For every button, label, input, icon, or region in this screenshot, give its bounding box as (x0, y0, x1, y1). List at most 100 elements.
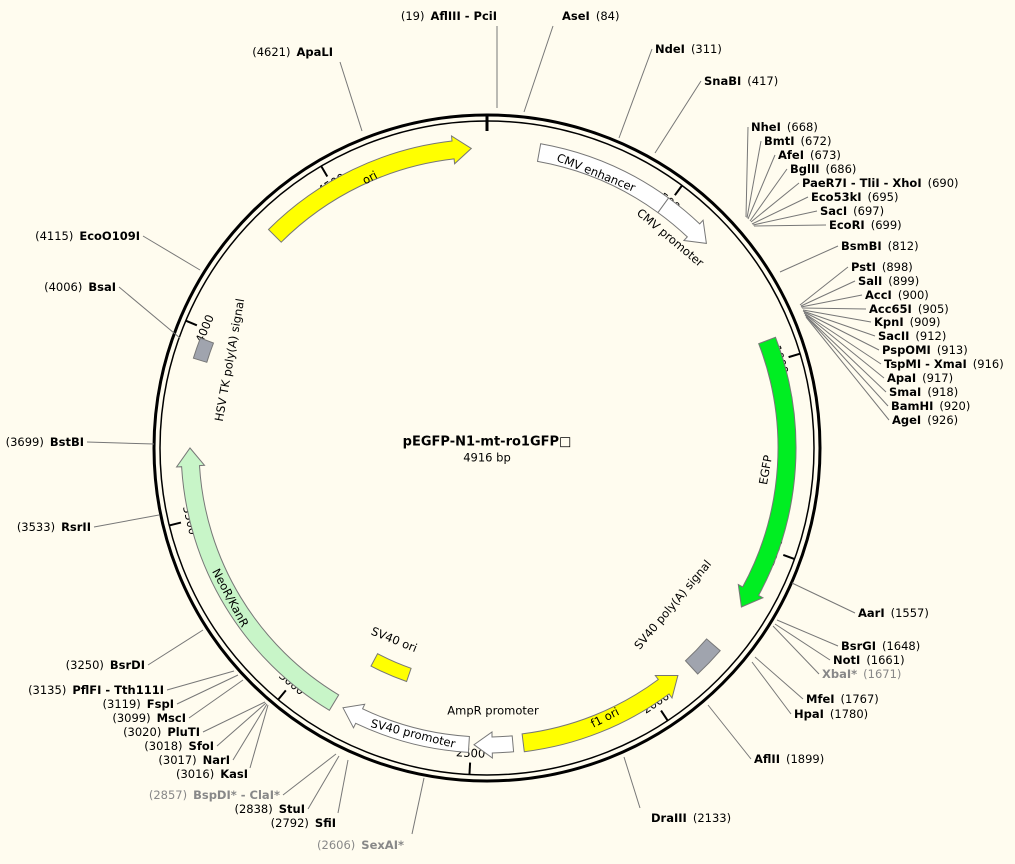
site-name: AgeI (892, 413, 921, 427)
site-name: BstBI (50, 435, 84, 449)
scale-tick (468, 762, 472, 775)
site-name: AarI (858, 606, 885, 620)
site-leader (216, 702, 267, 747)
site-pos: (3699) (6, 435, 44, 449)
site-pos: (1767) (841, 692, 879, 706)
site-pos: (2792) (271, 816, 309, 830)
backbone-outer (152, 113, 822, 783)
site-name: AflII (754, 752, 780, 766)
site-pos: (1671) (863, 667, 901, 681)
site-name: SfiI (315, 816, 336, 830)
site-label: MfeI (1767) (806, 692, 879, 706)
site-label: BsrGI (1648) (841, 639, 920, 653)
site-name: KasI (220, 767, 248, 781)
site-label: PaeR7I - TliI - XhoI (690) (802, 176, 959, 190)
site-label: (3250) BsrDI (66, 658, 145, 672)
scale-tick (782, 553, 795, 560)
site-leader (804, 313, 885, 379)
site-name: BamHI (891, 399, 933, 413)
site-label: SmaI (918) (889, 385, 958, 399)
site-pos: (3250) (66, 658, 104, 672)
site-name: BsrDI (110, 658, 145, 672)
site-leader (754, 656, 804, 700)
site-name: ApaI (887, 371, 916, 385)
site-label: NdeI (311) (655, 42, 722, 56)
site-label: (2792) SfiI (271, 816, 336, 830)
site-leader (791, 582, 856, 614)
site-name: XbaI* (822, 667, 857, 681)
site-name: BglII (790, 162, 820, 176)
site-label: NotI (1661) (833, 653, 905, 667)
site-label: SacII (912) (878, 329, 946, 343)
site-name: ApaLI (297, 45, 334, 59)
site-pos: (668) (787, 120, 818, 134)
scale-tick (169, 521, 182, 527)
site-pos: (673) (810, 148, 841, 162)
site-name: StuI (279, 802, 305, 816)
site-label: Acc65I (905) (869, 302, 949, 316)
site-label: TspMI - XmaI (916) (884, 357, 1004, 371)
site-label: (3018) SfoI (144, 739, 214, 753)
site-label: AarI (1557) (858, 606, 929, 620)
site-pos: (900) (898, 288, 929, 302)
site-leader (202, 701, 266, 733)
site-label: (3533) RsrII (17, 520, 91, 534)
site-pos: (898) (882, 260, 913, 274)
site-pos: (926) (927, 413, 958, 427)
site-label: (3017) NarI (158, 753, 230, 767)
scale-tick (674, 184, 683, 196)
site-label: Eco53kI (695) (811, 190, 898, 204)
site-name: PaeR7I - TliI - XhoI (802, 176, 922, 190)
site-name: NheI (751, 120, 781, 134)
site-leader (142, 235, 201, 271)
site-pos: (1661) (866, 653, 904, 667)
site-leader (803, 312, 882, 365)
site-label: (2606) SexAI* (317, 838, 404, 852)
site-label: AgeI (926) (892, 413, 958, 427)
site-leader (804, 314, 887, 393)
site-pos: (920) (939, 399, 970, 413)
feature-label: AmpR promoter (447, 704, 539, 718)
scale-tick (185, 319, 198, 327)
site-name: TspMI - XmaI (884, 357, 967, 371)
site-name: NdeI (655, 42, 685, 56)
site-pos: (417) (747, 74, 778, 88)
site-pos: (686) (826, 162, 857, 176)
site-leader (618, 48, 653, 139)
site-label: AfeI (673) (778, 148, 841, 162)
site-leader (337, 759, 349, 814)
site-name: BspDI* - ClaI* (193, 788, 280, 802)
site-name: AccI (865, 288, 892, 302)
site-leader (249, 704, 269, 769)
site-label: SacI (697) (820, 204, 884, 218)
site-leader (166, 670, 235, 691)
site-leader (774, 623, 831, 661)
site-label: PstI (898) (851, 260, 913, 274)
site-pos: (2857) (149, 788, 187, 802)
site-pos: (3119) (103, 697, 141, 711)
site-pos: (3016) (176, 767, 214, 781)
site-pos: (699) (871, 218, 902, 232)
site-label: (3699) BstBI (6, 435, 84, 449)
feature-arrow (342, 703, 470, 753)
site-name: MfeI (806, 692, 835, 706)
site-leader (753, 224, 827, 227)
site-label: XbaI* (1671) (822, 667, 901, 681)
scale-tick (320, 165, 329, 177)
site-name: Eco53kI (811, 190, 862, 204)
site-pos: (2133) (693, 811, 731, 825)
site-label: DraIII (2133) (651, 811, 731, 825)
site-pos: (19) (401, 9, 425, 23)
site-pos: (1780) (830, 707, 868, 721)
site-name: Acc65I (869, 302, 912, 316)
site-label: (2838) StuI (235, 802, 306, 816)
plasmid-name: pEGFP-N1-mt-ro1GFP□ (403, 435, 572, 450)
site-pos: (909) (910, 315, 941, 329)
site-leader (800, 294, 863, 308)
site-name: PspOMI (882, 343, 931, 357)
site-name: SfoI (189, 739, 214, 753)
site-pos: (912) (915, 329, 946, 343)
site-name: EcoRI (829, 218, 865, 232)
site-name: PstI (851, 260, 876, 274)
